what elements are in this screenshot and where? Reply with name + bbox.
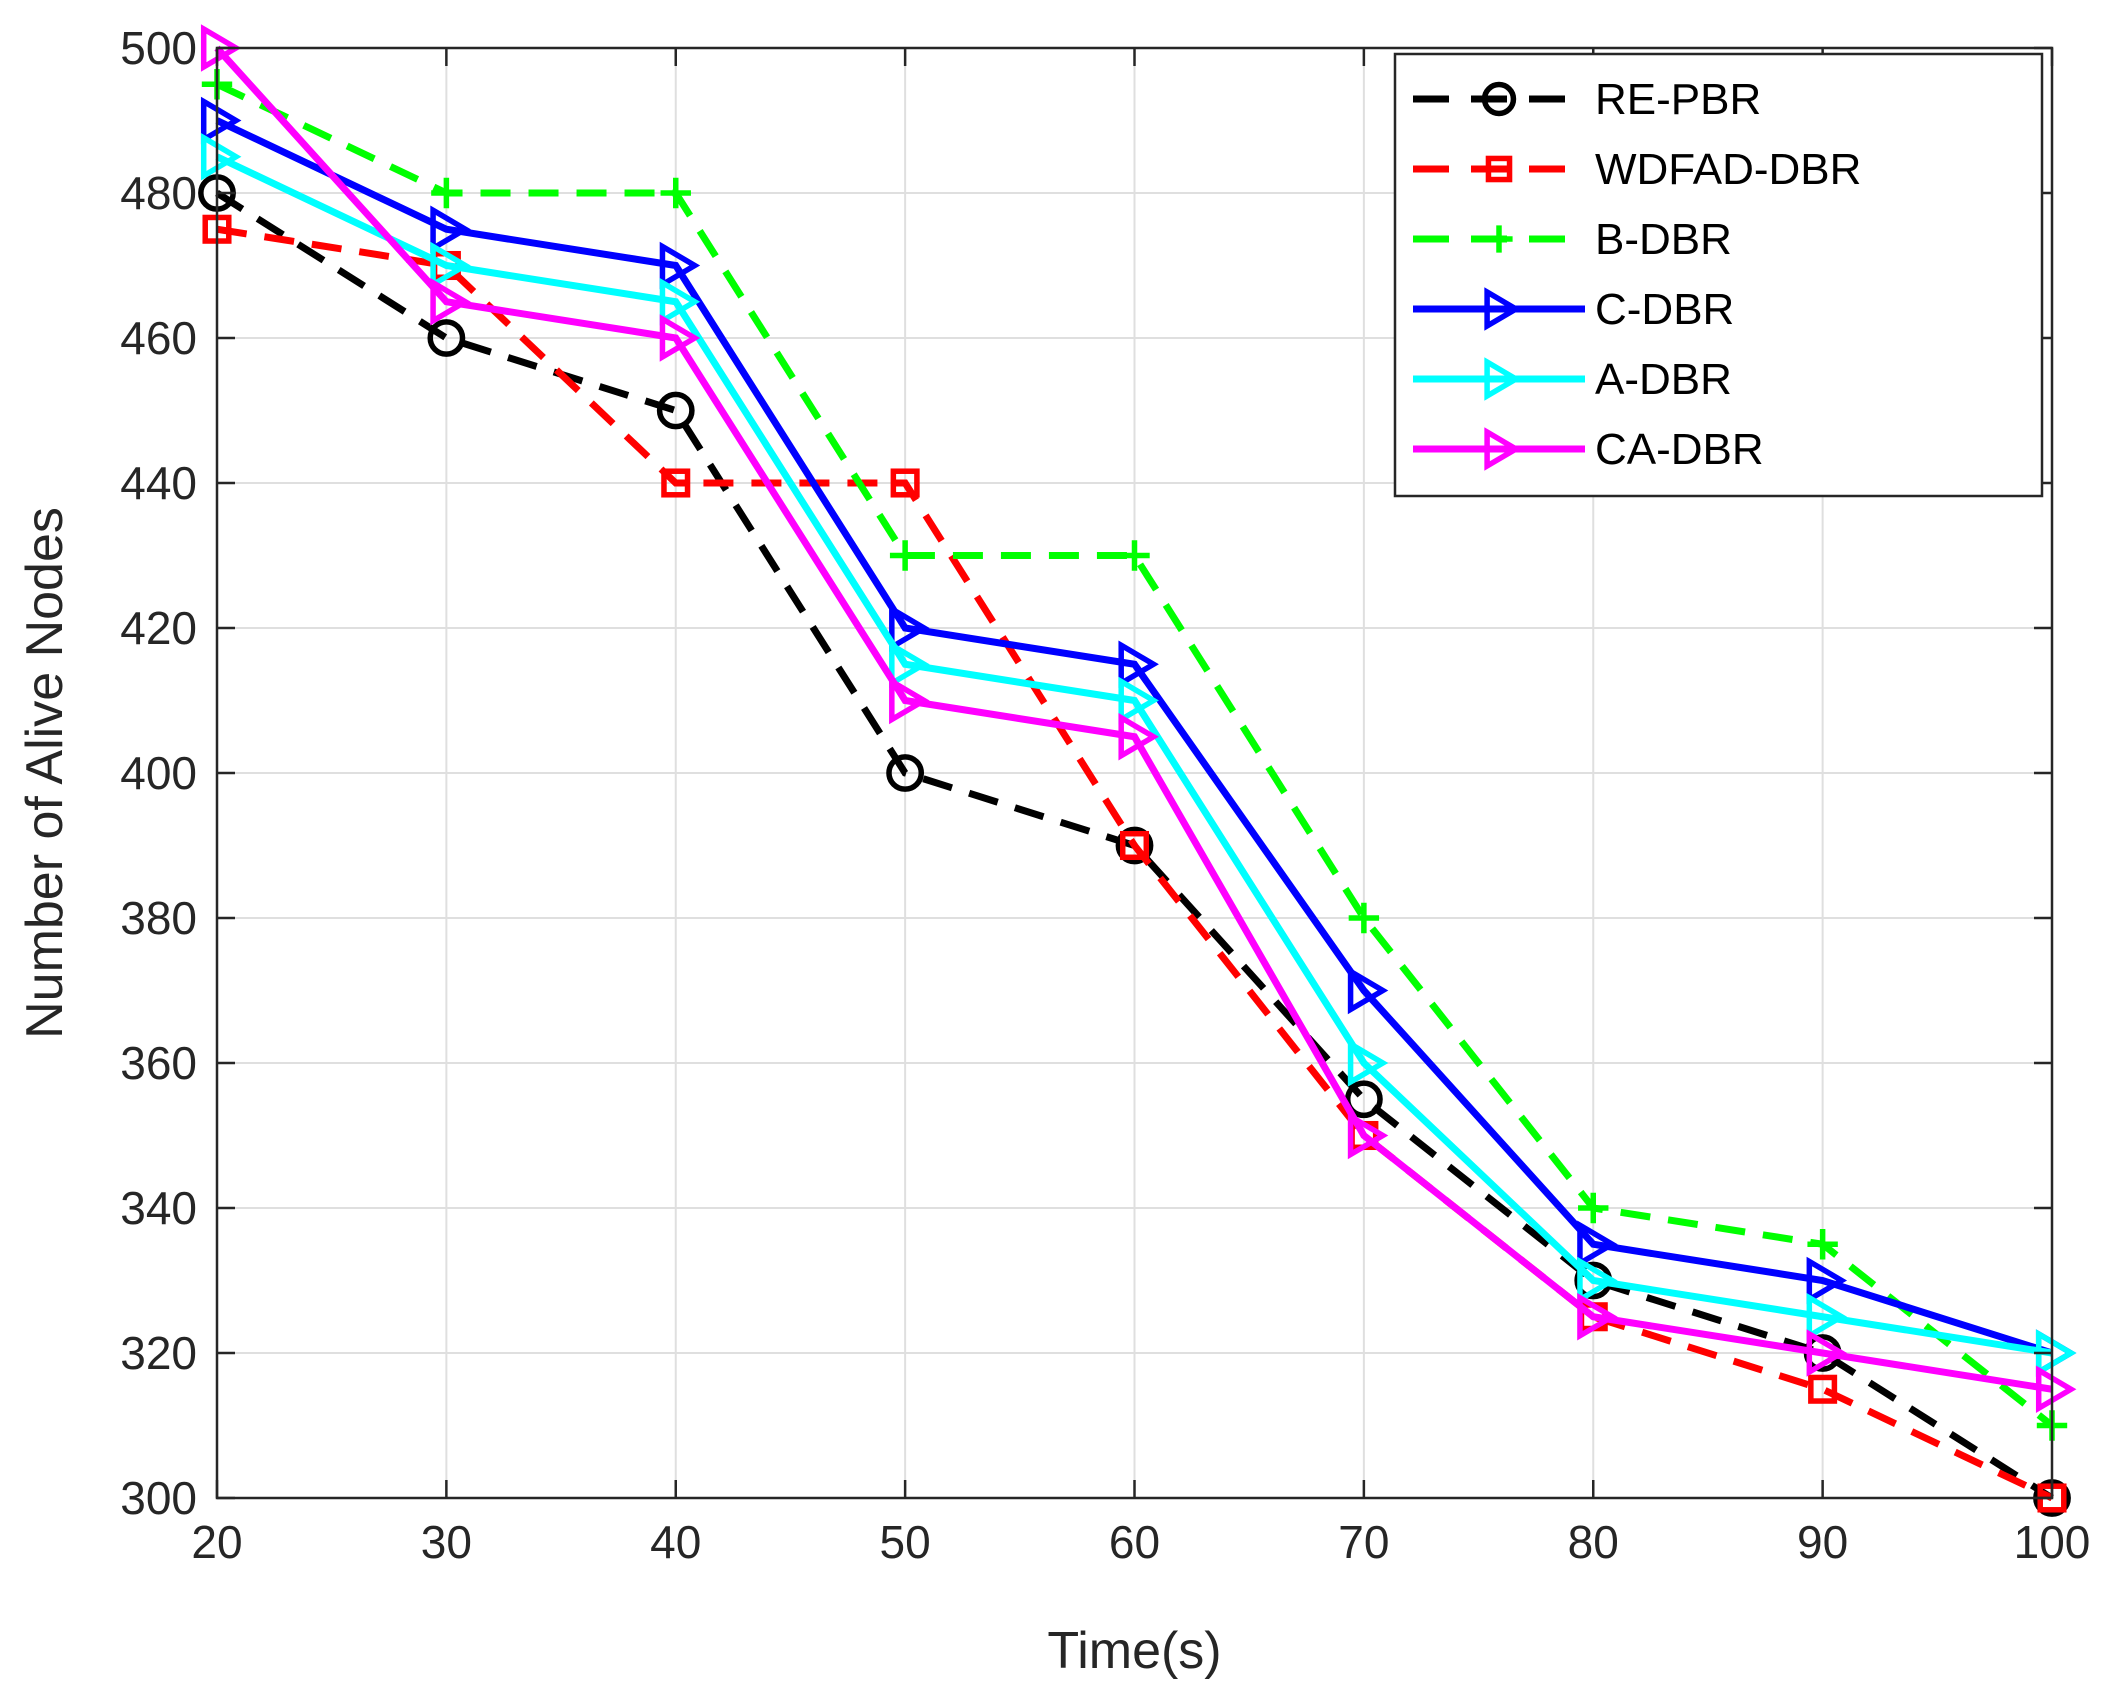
data-point-b-dbr bbox=[1807, 1229, 1838, 1260]
data-point-c-dbr bbox=[1577, 1220, 1618, 1269]
y-tick-label: 320 bbox=[120, 1327, 197, 1379]
data-point-ca-dbr bbox=[2035, 1365, 2077, 1414]
data-point-b-dbr bbox=[431, 177, 462, 209]
legend-label-b-dbr: B-DBR bbox=[1595, 215, 1732, 264]
legend-entry-wdfad-dbr: WDFAD-DBR bbox=[1413, 145, 1861, 194]
y-tick-label: 480 bbox=[120, 167, 197, 219]
data-point-b-dbr bbox=[1578, 1192, 1609, 1224]
x-axis-label: Time(s) bbox=[1047, 1622, 1221, 1680]
legend-marker-c-dbr bbox=[1484, 287, 1522, 331]
legend-entry-b-dbr: B-DBR bbox=[1413, 215, 1732, 264]
data-point-c-dbr bbox=[1806, 1256, 1848, 1305]
legend-entry-a-dbr: A-DBR bbox=[1413, 355, 1732, 404]
data-point-wdfad-dbr bbox=[1808, 1374, 1838, 1404]
legend-label-c-dbr: C-DBR bbox=[1595, 285, 1734, 334]
y-tick-label: 400 bbox=[120, 747, 197, 799]
data-point-b-dbr bbox=[1348, 902, 1380, 934]
data-point-a-dbr bbox=[1806, 1292, 1848, 1341]
y-tick-label: 380 bbox=[120, 892, 197, 944]
legend-marker-ca-dbr bbox=[1484, 427, 1522, 471]
data-point-wdfad-dbr bbox=[890, 468, 920, 498]
data-point-re-pbr bbox=[427, 319, 466, 357]
data-point-ca-dbr bbox=[200, 24, 242, 72]
data-point-ca-dbr bbox=[1118, 712, 1159, 761]
legend: RE-PBR WDFAD-DBR B-DBR C-DBR A-DBR CA-DBR bbox=[1393, 52, 2044, 498]
legend-marker-a-dbr bbox=[1484, 357, 1522, 401]
data-point-b-dbr bbox=[889, 540, 921, 571]
data-point-a-dbr bbox=[889, 640, 930, 689]
series-line-a-dbr bbox=[215, 153, 2053, 1357]
data-point-b-dbr bbox=[660, 177, 691, 209]
legend-label-ca-dbr: CA-DBR bbox=[1595, 425, 1764, 474]
x-tick-label: 80 bbox=[1568, 1516, 1619, 1568]
y-tick-label: 500 bbox=[120, 22, 197, 74]
x-tick-label: 40 bbox=[650, 1516, 701, 1568]
legend-marker-b-dbr bbox=[1485, 225, 1513, 253]
series-line-c-dbr bbox=[215, 117, 2054, 1357]
legend-box bbox=[1393, 52, 2044, 498]
series-a-dbr bbox=[200, 132, 2077, 1377]
legend-entry-ca-dbr: CA-DBR bbox=[1413, 425, 1764, 474]
data-point-c-dbr bbox=[200, 96, 242, 145]
data-point-re-pbr bbox=[886, 754, 925, 792]
data-point-c-dbr bbox=[1118, 640, 1159, 689]
data-point-c-dbr bbox=[1347, 966, 1389, 1015]
y-axis-label: Number of Alive Nodes bbox=[16, 507, 74, 1039]
data-point-ca-dbr bbox=[1577, 1292, 1618, 1341]
data-point-c-dbr bbox=[659, 241, 701, 290]
data-point-ca-dbr bbox=[1347, 1111, 1389, 1160]
data-point-c-dbr bbox=[430, 205, 471, 254]
legend-label-re-pbr: RE-PBR bbox=[1595, 75, 1761, 124]
x-tick-label: 100 bbox=[2014, 1516, 2091, 1568]
legend-marker-re-pbr bbox=[1481, 81, 1517, 117]
data-point-a-dbr bbox=[200, 132, 242, 181]
x-tick-label: 70 bbox=[1338, 1516, 1389, 1568]
data-point-wdfad-dbr bbox=[661, 468, 691, 498]
series-line-wdfad-dbr bbox=[216, 225, 2054, 1502]
y-tick-label: 440 bbox=[120, 457, 197, 509]
legend-label-wdfad-dbr: WDFAD-DBR bbox=[1595, 145, 1861, 194]
data-point-b-dbr bbox=[1119, 540, 1150, 571]
legend-label-a-dbr: A-DBR bbox=[1595, 355, 1732, 404]
data-point-a-dbr bbox=[1577, 1256, 1618, 1305]
data-point-ca-dbr bbox=[659, 314, 701, 362]
x-tick-label: 60 bbox=[1109, 1516, 1160, 1568]
axis-ticks: 20 30 40 50 60 70 80 90 100 300 320 340 360 380 400 420… bbox=[120, 22, 2090, 1568]
x-tick-label: 20 bbox=[191, 1516, 242, 1568]
data-point-ca-dbr bbox=[430, 277, 471, 326]
data-point-re-pbr bbox=[1115, 826, 1154, 865]
series-group bbox=[198, 24, 2077, 1517]
series-ca-dbr bbox=[200, 24, 2077, 1414]
y-tick-label: 420 bbox=[120, 602, 197, 654]
y-tick-label: 460 bbox=[120, 312, 197, 364]
data-point-a-dbr bbox=[430, 241, 471, 290]
data-point-a-dbr bbox=[1118, 676, 1159, 725]
y-tick-label: 340 bbox=[120, 1182, 197, 1234]
x-tick-label: 50 bbox=[880, 1516, 931, 1568]
series-line-ca-dbr bbox=[214, 45, 2053, 1393]
data-point-a-dbr bbox=[1347, 1039, 1389, 1087]
x-tick-label: 30 bbox=[421, 1516, 472, 1568]
data-point-ca-dbr bbox=[889, 676, 930, 725]
y-tick-label: 300 bbox=[120, 1472, 197, 1524]
y-tick-label: 360 bbox=[120, 1037, 197, 1089]
data-point-ca-dbr bbox=[1806, 1329, 1848, 1377]
data-point-re-pbr bbox=[656, 391, 695, 430]
data-point-wdfad-dbr bbox=[1119, 830, 1150, 861]
legend-marker-wdfad-dbr bbox=[1485, 155, 1513, 183]
legend-entry-c-dbr: C-DBR bbox=[1413, 285, 1734, 334]
legend-entry-re-pbr: RE-PBR bbox=[1413, 75, 1761, 124]
x-tick-label: 90 bbox=[1797, 1516, 1848, 1568]
data-point-c-dbr bbox=[889, 604, 930, 652]
data-point-a-dbr bbox=[659, 277, 701, 326]
data-point-re-pbr bbox=[1344, 1080, 1383, 1119]
